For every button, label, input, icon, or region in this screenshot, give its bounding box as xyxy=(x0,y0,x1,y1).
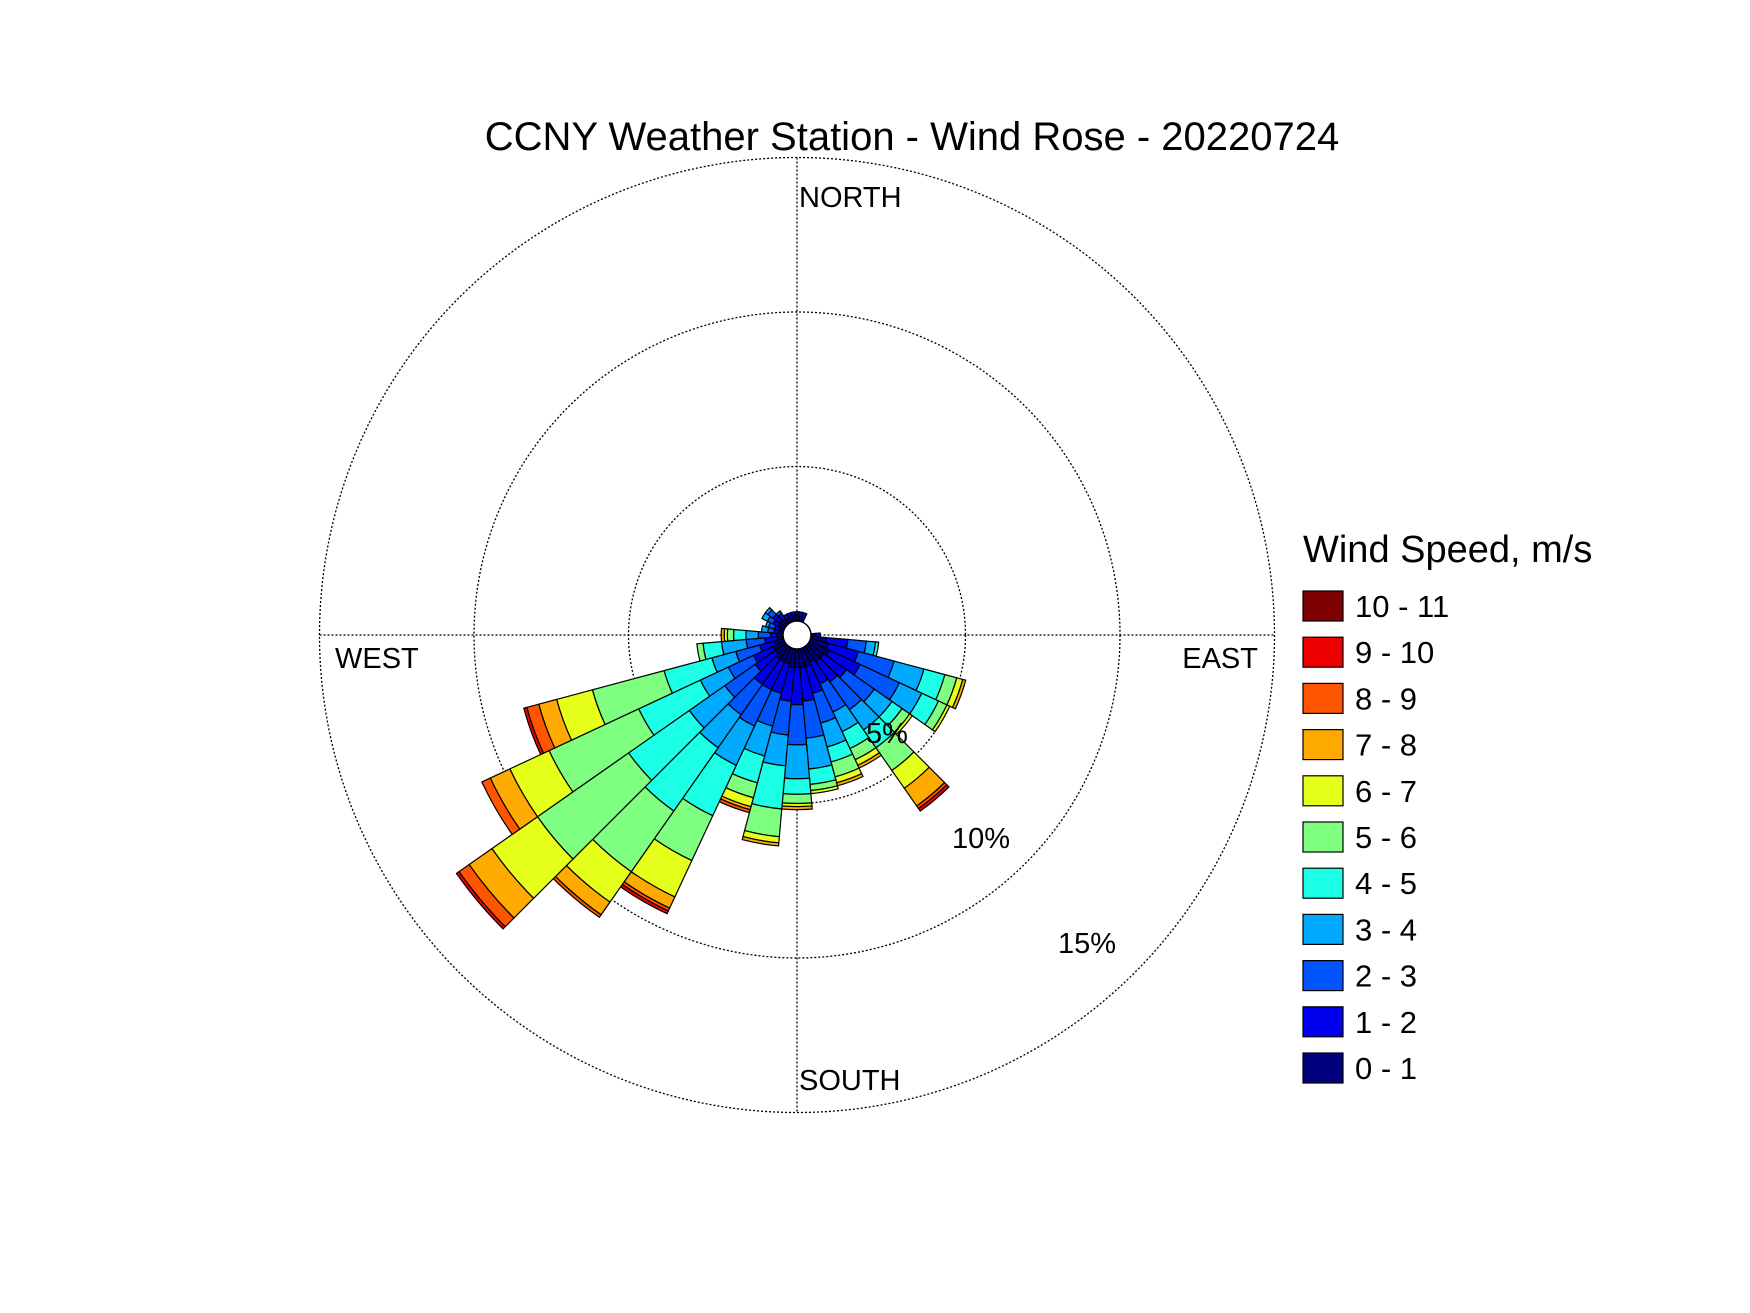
sector-120-bin-6 xyxy=(931,704,951,733)
sector-320-bin-2 xyxy=(775,610,783,618)
legend-swatch-6 xyxy=(1302,867,1344,899)
sector-270-bin-5 xyxy=(726,628,735,642)
legend-label-1: 9 - 10 xyxy=(1355,635,1434,670)
legend-label-5: 5 - 6 xyxy=(1355,820,1417,855)
sector-230-bin-9 xyxy=(455,870,507,930)
legend-label-8: 2 - 3 xyxy=(1355,959,1417,994)
legend: Wind Speed, m/s 10 - 11 9 - 10 8 - 9 7 - 8 6… xyxy=(1302,529,1592,1086)
label-south: SOUTH xyxy=(799,1065,901,1097)
sector-260-bin-5 xyxy=(696,642,707,662)
chart-title: CCNY Weather Station - Wind Rose - 20220… xyxy=(485,115,1340,159)
legend-swatch-8 xyxy=(1302,959,1344,992)
sector-180-bin-5 xyxy=(781,792,813,805)
legend-label-0: 10 - 11 xyxy=(1355,589,1449,624)
sector-180-bin-7 xyxy=(781,805,813,811)
legend-swatch-2 xyxy=(1302,682,1344,715)
legend-title: Wind Speed, m/s xyxy=(1303,529,1592,571)
sector-20-bin-1 xyxy=(801,611,808,619)
radial-tick-label-10: 10% xyxy=(952,823,1010,855)
sector-270-bin-4 xyxy=(732,628,747,642)
sector-180-bin-4 xyxy=(782,777,812,795)
legend-swatch-1 xyxy=(1302,636,1344,668)
legend-swatch-0 xyxy=(1302,590,1344,622)
legend-items: 10 - 11 9 - 10 8 - 9 7 - 8 6 - 7 5 - 6 4 - 5 3 … xyxy=(1302,589,1449,1086)
legend-label-9: 1 - 2 xyxy=(1355,1005,1417,1040)
sector-110-bin-7 xyxy=(951,678,967,710)
sector-180-bin-3 xyxy=(783,743,811,780)
sector-350-bin-1 xyxy=(790,611,796,617)
legend-swatch-7 xyxy=(1302,913,1344,946)
legend-swatch-3 xyxy=(1302,728,1344,761)
legend-label-2: 8 - 9 xyxy=(1355,681,1417,716)
legend-swatch-5 xyxy=(1302,821,1344,853)
center-hole xyxy=(782,620,812,650)
sector-310-bin-3 xyxy=(764,606,773,616)
legend-label-6: 4 - 5 xyxy=(1355,866,1417,901)
sector-270-bin-3 xyxy=(745,629,760,641)
legend-label-4: 6 - 7 xyxy=(1355,774,1417,809)
legend-label-10: 0 - 1 xyxy=(1355,1051,1417,1086)
wind-sectors xyxy=(455,606,967,930)
sector-140-bin-9 xyxy=(917,783,950,812)
label-north: NORTH xyxy=(799,182,902,214)
legend-label-3: 7 - 8 xyxy=(1355,728,1417,763)
radial-tick-label-15: 15% xyxy=(1058,928,1116,960)
legend-swatch-10 xyxy=(1302,1052,1344,1084)
legend-swatch-4 xyxy=(1302,775,1344,807)
label-east: EAST xyxy=(1182,643,1258,675)
sector-190-bin-7 xyxy=(741,835,780,847)
sector-270-bin-7 xyxy=(720,627,726,643)
sector-240-bin-8 xyxy=(481,777,521,836)
legend-swatch-9 xyxy=(1302,1006,1344,1038)
legend-label-7: 3 - 4 xyxy=(1355,912,1417,947)
radial-tick-label-5: 5% xyxy=(866,718,908,750)
sector-250-bin-9 xyxy=(523,706,545,756)
label-west: WEST xyxy=(335,643,419,675)
